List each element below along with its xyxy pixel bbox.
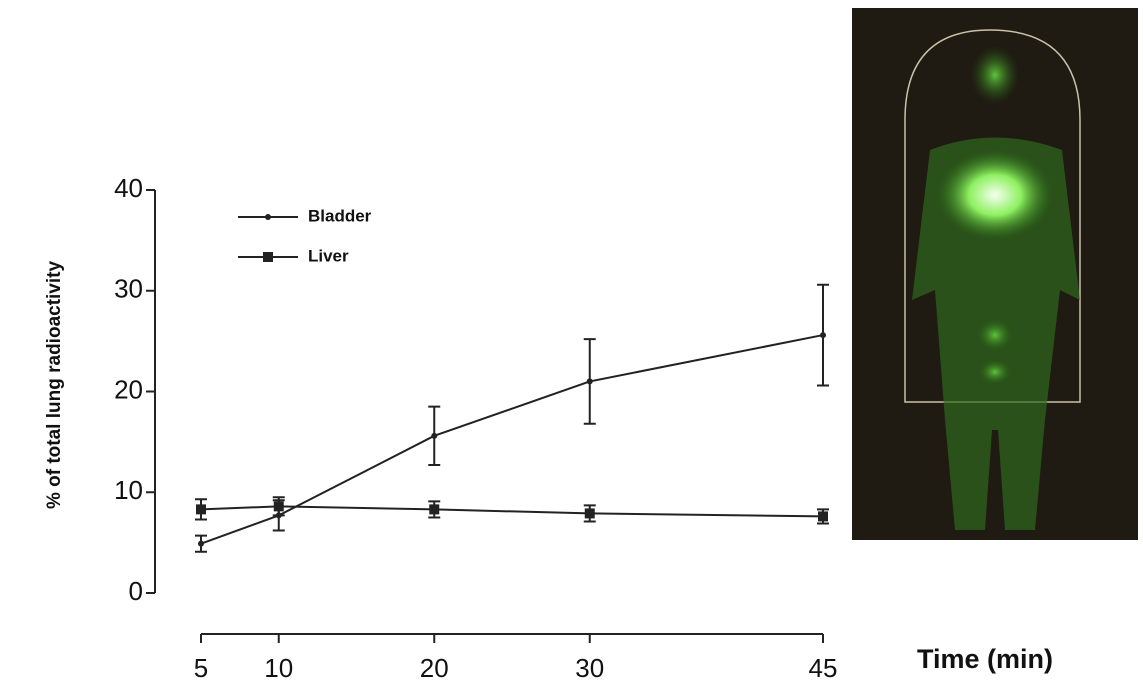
scan-image <box>852 8 1138 540</box>
y-tick-label: 40 <box>114 173 143 203</box>
marker <box>584 508 595 519</box>
x-tick-label: 45 <box>809 653 838 683</box>
x-tick-label: 20 <box>420 653 449 683</box>
y-tick-label: 30 <box>114 274 143 304</box>
legend-marker <box>265 214 271 220</box>
y-tick-label: 20 <box>114 374 143 404</box>
marker <box>431 432 438 439</box>
x-tick-label: 5 <box>194 653 208 683</box>
y-tick-label: 10 <box>114 475 143 505</box>
marker <box>196 504 206 515</box>
legend-label: Liver <box>308 246 349 265</box>
x-axis-label: Time (min) <box>917 644 1053 674</box>
marker <box>429 504 440 515</box>
x-tick-label: 30 <box>575 653 604 683</box>
legend-label: Bladder <box>308 206 372 225</box>
y-tick-label: 0 <box>129 576 143 606</box>
legend-marker <box>263 252 273 262</box>
marker <box>273 501 284 512</box>
marker <box>198 540 204 547</box>
marker <box>818 511 828 522</box>
y-axis-label: % of total lung radioactivity <box>44 261 65 510</box>
marker <box>820 332 826 339</box>
marker <box>586 378 593 385</box>
x-tick-label: 10 <box>264 653 293 683</box>
